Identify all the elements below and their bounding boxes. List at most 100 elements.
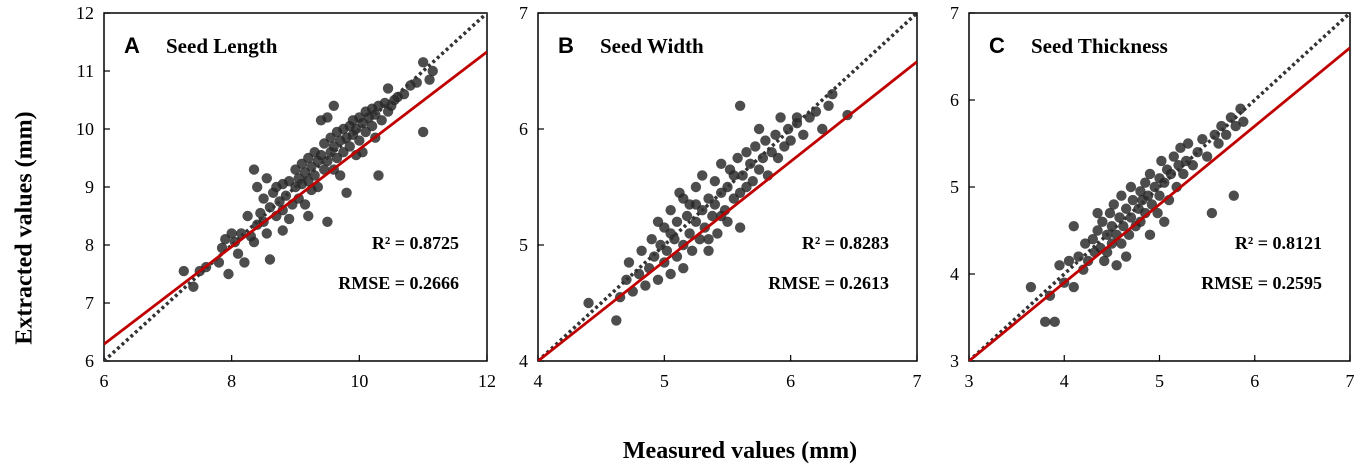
y-tick-label: 8 xyxy=(85,235,94,255)
scatter-point xyxy=(239,257,250,268)
scatter-point xyxy=(583,297,594,309)
scatter-point xyxy=(322,155,333,167)
scatter-point xyxy=(328,100,339,112)
panel-title: Seed Thickness xyxy=(1031,34,1168,58)
scatter-point xyxy=(354,135,365,146)
panel-a: 6 8 10 12 6 7 8 9 10 11 12 A Seed Length R² = 0.8725 R… xyxy=(76,3,496,391)
scatter-point xyxy=(344,141,355,152)
scatter-point xyxy=(665,205,676,216)
scatter-point xyxy=(1040,316,1051,328)
scatter-point xyxy=(322,216,333,227)
y-tick-label: 10 xyxy=(76,119,94,139)
scatter-point xyxy=(178,265,189,277)
scatter-point xyxy=(223,268,234,280)
scatter-point xyxy=(264,202,276,213)
scatter-point xyxy=(690,199,702,210)
y-tick-label: 7 xyxy=(519,3,528,23)
identity-line xyxy=(104,13,487,361)
scatter-point xyxy=(665,228,676,239)
scatter-point xyxy=(424,74,435,85)
y-tick-label: 9 xyxy=(85,177,94,197)
scatter-point xyxy=(255,207,266,219)
scatter-point xyxy=(1154,190,1165,201)
x-axis-label: Measured values (mm) xyxy=(623,438,857,464)
scatter-point xyxy=(709,176,721,187)
plot-frame xyxy=(537,12,918,362)
scatter-point xyxy=(1197,133,1208,145)
scatter-point xyxy=(242,210,253,222)
rmse-label: RMSE = 0.2595 xyxy=(1201,273,1322,293)
x-tick-label: 4 xyxy=(534,371,543,391)
scatter-point xyxy=(640,280,651,291)
x-tick-label: 8 xyxy=(227,371,236,391)
scatter-point xyxy=(1187,160,1199,171)
scatter-point xyxy=(373,170,384,181)
x-tick-label: 5 xyxy=(1155,371,1164,391)
rmse-label: RMSE = 0.2613 xyxy=(768,273,889,293)
scatter-point xyxy=(1238,116,1249,127)
scatter-point xyxy=(827,89,838,100)
scatter-point xyxy=(261,228,272,239)
y-tick-label: 7 xyxy=(950,3,959,23)
scatter-point xyxy=(1078,264,1089,275)
scatter-point xyxy=(1144,168,1156,180)
regression-line xyxy=(538,60,917,361)
scatter-point xyxy=(1120,251,1132,262)
scatter-point xyxy=(1049,316,1060,328)
y-tick-label: 6 xyxy=(950,90,959,110)
scatter-point xyxy=(665,268,676,280)
scatter-point xyxy=(728,170,740,181)
scatter-point xyxy=(417,126,429,138)
scatter-point xyxy=(1127,194,1139,206)
scatter-point xyxy=(1152,207,1163,219)
regression-line xyxy=(969,46,1350,361)
identity-line xyxy=(538,13,917,361)
scatter-point xyxy=(1068,281,1079,293)
scatter-point xyxy=(1114,212,1125,223)
scatter-point xyxy=(303,210,314,222)
scatter-point xyxy=(1213,138,1224,149)
scatter-point xyxy=(703,245,714,256)
scatter-point xyxy=(248,236,260,248)
x-tick-label: 6 xyxy=(786,371,795,391)
scatter-point xyxy=(1228,190,1239,201)
r-squared-label: R² = 0.8121 xyxy=(1235,233,1322,253)
scatter-point xyxy=(1135,186,1146,197)
x-tick-label: 7 xyxy=(913,371,922,391)
scatter-point xyxy=(309,170,320,181)
scatter-point xyxy=(283,213,295,225)
rmse-label: RMSE = 0.2666 xyxy=(338,273,459,293)
scatter-point xyxy=(261,173,272,184)
scatter-point xyxy=(690,181,702,193)
scatter-point xyxy=(753,123,765,135)
scatter-point xyxy=(1220,129,1232,140)
x-tick-label: 6 xyxy=(100,371,109,391)
r-squared-label: R² = 0.8725 xyxy=(372,233,459,253)
scatter-point xyxy=(277,225,288,236)
scatter-point xyxy=(671,216,683,227)
scatter-point xyxy=(684,228,695,239)
scatter-point xyxy=(1182,138,1194,149)
scatter-point xyxy=(1230,120,1241,132)
scatter-point xyxy=(1116,190,1127,201)
scatter-point xyxy=(341,187,352,198)
scatter-point xyxy=(1080,238,1091,249)
scatter-point xyxy=(646,234,657,245)
scatter-point xyxy=(611,315,622,326)
scatter-point xyxy=(678,193,689,204)
panel-b: 4 5 6 7 4 5 6 7 B Seed Width R² = 0.8283 RMSE = 0.2… xyxy=(519,3,922,391)
scatter-point xyxy=(798,129,809,140)
scatter-point xyxy=(427,65,438,77)
scatter-point xyxy=(252,181,263,193)
scatter-point xyxy=(753,164,765,175)
y-tick-label: 4 xyxy=(519,351,528,371)
panel-title: Seed Length xyxy=(166,34,278,58)
scatter-point xyxy=(686,245,698,256)
x-tick-label: 5 xyxy=(660,371,669,391)
scatter-point xyxy=(366,120,378,132)
scatter-point xyxy=(712,228,723,239)
y-tick-label: 7 xyxy=(85,293,94,313)
scatter-point xyxy=(299,199,311,210)
scatter-point xyxy=(319,164,330,175)
panel-letter: B xyxy=(558,33,574,58)
